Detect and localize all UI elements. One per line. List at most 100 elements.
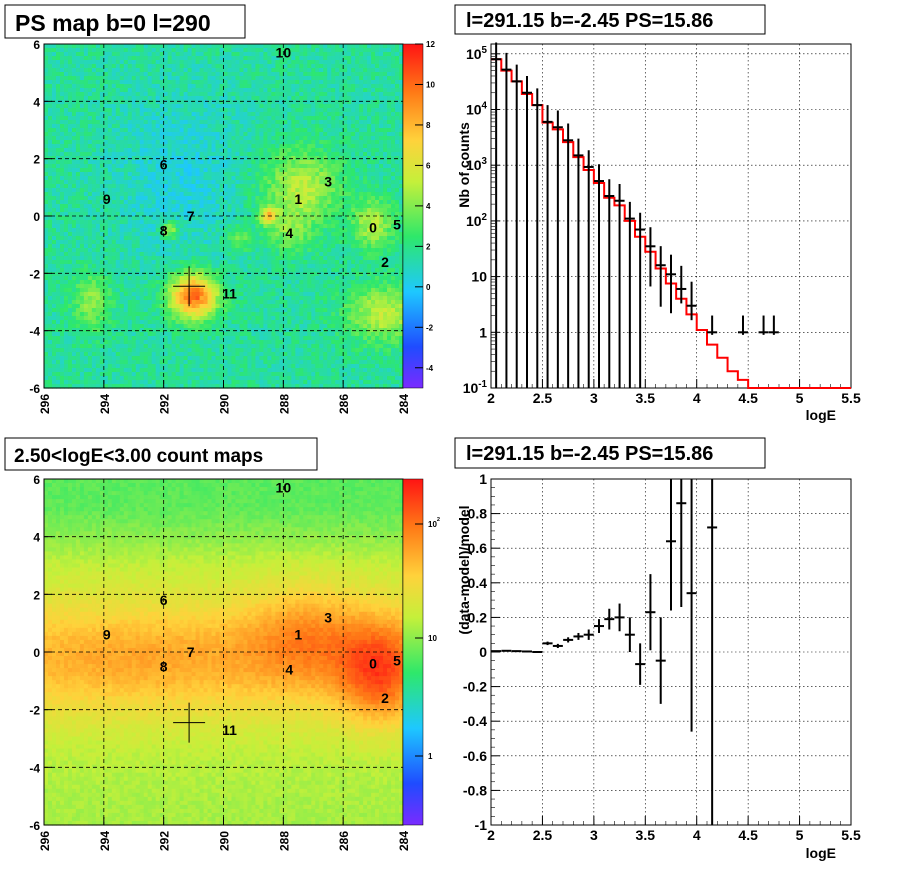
map-pixel [219,104,225,109]
map-pixel [223,244,229,249]
map-pixel [319,96,324,101]
map-pixel [243,56,249,61]
map-pixel [139,104,145,109]
map-pixel [267,172,272,177]
map-pixel [255,208,260,213]
map-pixel [291,92,296,97]
map-pixel [115,64,121,69]
map-pixel [167,196,173,201]
map-pixel [63,200,69,205]
map-pixel [359,104,364,109]
map-pixel [399,204,404,209]
map-pixel [111,204,117,209]
map-pixel [67,204,73,209]
map-pixel [44,248,49,253]
map-pixel [271,92,276,97]
map-pixel [91,120,97,125]
map-pixel [275,48,280,53]
map-pixel [211,180,217,185]
map-pixel [367,88,372,93]
map-pixel [247,44,253,49]
map-pixel [187,84,193,89]
map-pixel [143,248,149,253]
map-pixel [291,112,296,117]
map-pixel [175,128,181,133]
map-pixel [179,224,185,229]
map-pixel [275,160,280,165]
map-pixel [75,52,81,57]
map-pixel [71,120,77,125]
map-pixel [87,260,93,265]
map-pixel [47,48,53,53]
map-pixel [191,192,197,197]
map-pixel [231,168,237,173]
map-pixel [363,84,368,89]
map-pixel [59,264,65,269]
map-pixel [107,216,113,221]
map-pixel [335,260,340,265]
map-pixel [91,124,97,129]
map-pixel [163,152,169,157]
map-pixel [103,164,109,169]
map-pixel [231,136,237,141]
map-pixel [59,88,65,93]
map-pixel [275,80,280,85]
map-pixel [183,164,189,169]
map-pixel [51,260,57,265]
map-pixel [63,252,69,257]
map-pixel [219,84,225,89]
map-pixel [151,216,157,221]
map-pixel [255,136,260,141]
map-pixel [215,52,221,57]
map-pixel [115,68,121,73]
map-pixel [71,88,77,93]
map-pixel [231,260,237,265]
map-pixel [67,232,73,237]
map-pixel [123,244,129,249]
map-pixel [399,168,404,173]
map-pixel [215,104,221,109]
map-pixel [135,116,141,121]
map-pixel [255,188,260,193]
map-pixel [343,196,348,201]
map-pixel [247,168,253,173]
map-pixel [247,108,253,113]
map-pixel [151,148,157,153]
map-pixel [251,80,257,85]
map-pixel [235,180,241,185]
map-pixel [327,52,332,57]
map-pixel [259,248,264,253]
map-pixel [299,200,304,205]
map-pixel [207,224,213,229]
map-pixel [79,264,85,269]
map-pixel [347,80,352,85]
map-pixel [227,232,233,237]
map-pixel [279,72,284,77]
map-pixel [371,208,376,213]
map-pixel [55,52,61,57]
map-pixel [227,216,233,221]
map-pixel [279,184,284,189]
map-pixel [235,64,241,69]
map-pixel [119,176,125,181]
map-pixel [247,84,253,89]
map-pixel [299,192,304,197]
map-pixel [355,136,360,141]
map-pixel [263,156,268,161]
map-pixel [83,60,89,65]
map-pixel [263,104,268,109]
map-pixel [75,256,81,261]
map-pixel [163,184,169,189]
map-pixel [175,236,181,241]
map-pixel [131,192,137,197]
map-pixel [239,136,245,141]
map-pixel [279,76,284,81]
map-pixel [223,180,229,185]
map-pixel [251,196,257,201]
map-pixel [295,52,300,57]
map-pixel [339,248,344,253]
map-pixel [323,104,328,109]
map-pixel [219,136,225,141]
map-pixel [291,148,296,153]
map-pixel [183,60,189,65]
